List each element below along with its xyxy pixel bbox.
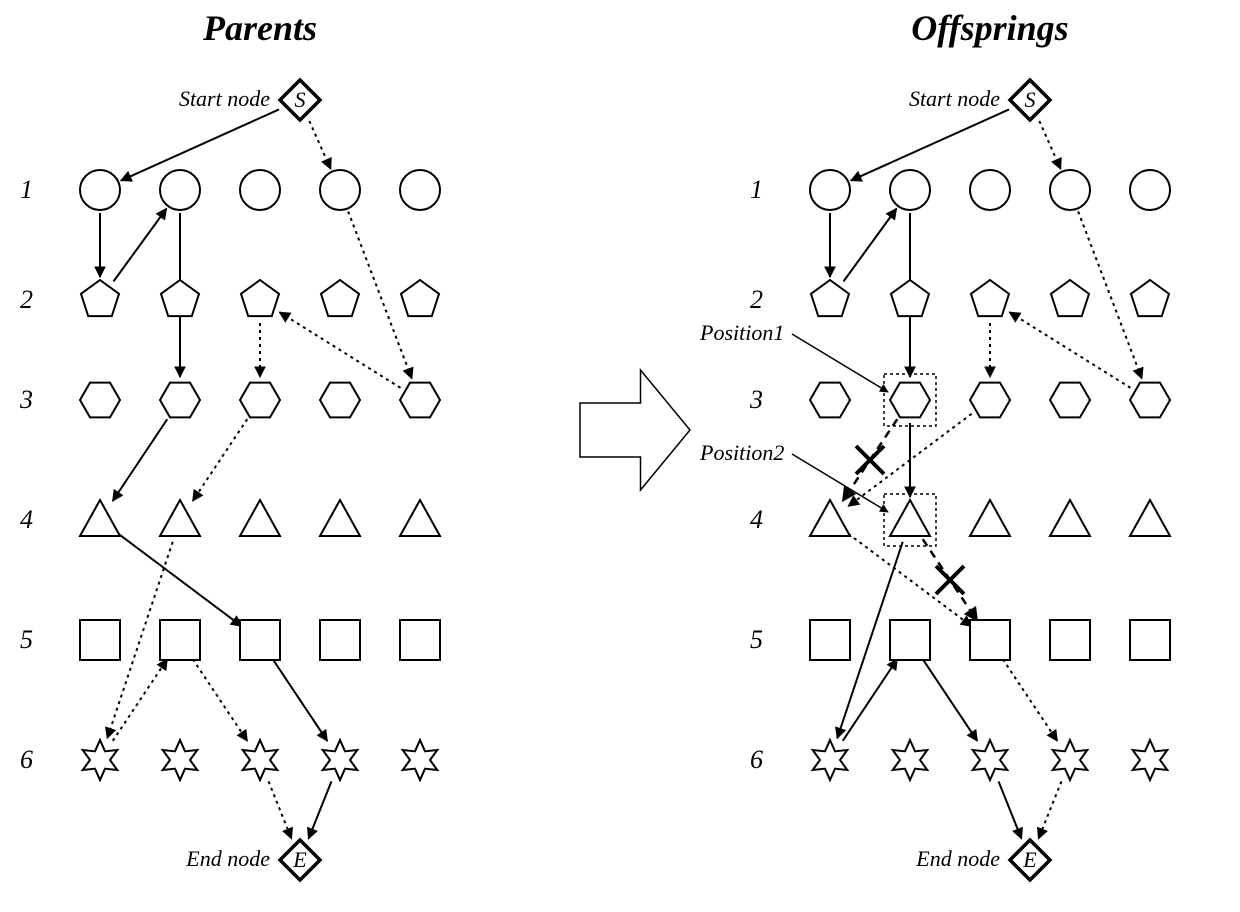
svg-text:Start node: Start node: [909, 86, 1000, 111]
svg-text:4: 4: [20, 505, 33, 534]
svg-text:6: 6: [750, 745, 763, 774]
svg-text:4: 4: [750, 505, 763, 534]
svg-text:2: 2: [750, 285, 763, 314]
svg-text:3: 3: [19, 385, 33, 414]
svg-text:Parents: Parents: [202, 8, 317, 48]
svg-text:End node: End node: [915, 846, 1000, 871]
svg-text:Start node: Start node: [179, 86, 270, 111]
svg-text:Offsprings: Offsprings: [911, 8, 1068, 48]
svg-text:5: 5: [750, 625, 763, 654]
svg-text:E: E: [1022, 847, 1037, 872]
svg-text:2: 2: [20, 285, 33, 314]
panel: Offsprings S Start node 1 2 3 4 5 6 E End node Posi…: [699, 8, 1170, 880]
big-arrow: [580, 370, 690, 490]
edges: [100, 109, 412, 838]
svg-text:Position1: Position1: [699, 320, 784, 345]
svg-text:1: 1: [20, 175, 33, 204]
edges: [830, 109, 1142, 838]
svg-text:E: E: [292, 847, 307, 872]
diagram-canvas: ParentsSStart node123456EEnd nodeOffspri…: [0, 0, 1240, 912]
svg-text:End node: End node: [185, 846, 270, 871]
svg-text:Position2: Position2: [699, 440, 784, 465]
svg-text:1: 1: [750, 175, 763, 204]
svg-text:6: 6: [20, 745, 33, 774]
panel: Parents S Start node 1 2 3 4 5 6 E End node: [19, 8, 440, 880]
svg-text:S: S: [1025, 87, 1036, 112]
svg-text:5: 5: [20, 625, 33, 654]
svg-text:S: S: [295, 87, 306, 112]
svg-text:3: 3: [749, 385, 763, 414]
